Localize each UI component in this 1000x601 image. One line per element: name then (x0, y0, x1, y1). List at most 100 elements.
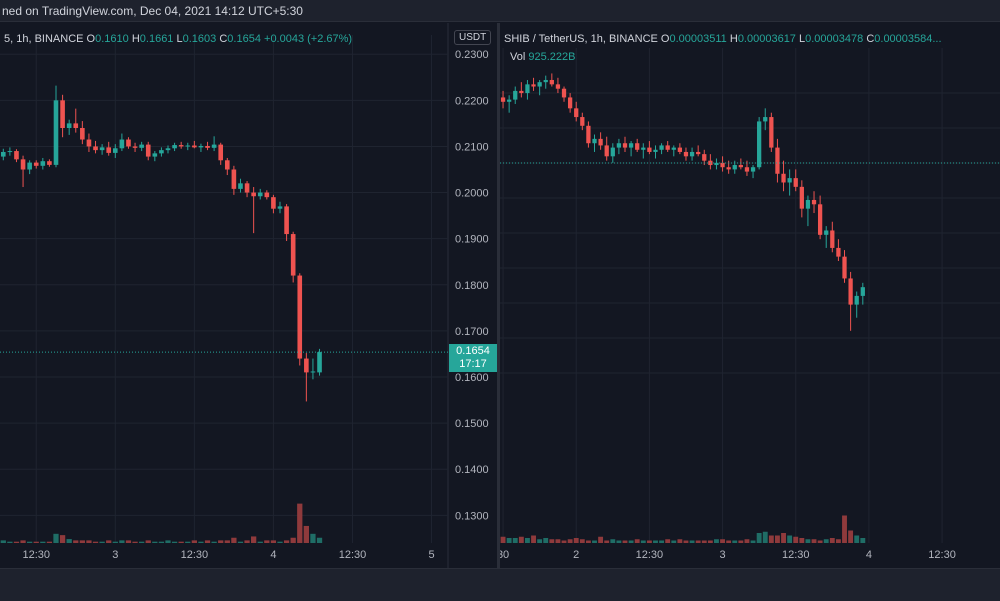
candle-body (696, 151, 701, 155)
volume-bar (598, 536, 604, 543)
candle-body (106, 147, 112, 153)
y-tick-label: 0.1600 (455, 372, 489, 384)
y-tick-label: 0.2200 (455, 95, 489, 107)
right-legend-low: 0.00003478 (805, 33, 864, 45)
candle-body (677, 147, 683, 152)
volume-bar (610, 539, 616, 543)
left-legend-close: 0.1654 (227, 33, 261, 45)
candle-body (860, 287, 865, 296)
candle-body (112, 148, 118, 153)
candle-body (297, 275, 303, 359)
x-tick-label: 5 (428, 549, 434, 561)
candle-body (126, 139, 131, 147)
volume-bar (720, 539, 725, 543)
volume-bar (756, 533, 762, 543)
candle-body (763, 117, 768, 122)
candle-body (555, 84, 561, 89)
candle-body (159, 150, 164, 154)
candle-body (659, 145, 664, 150)
candle-body (567, 97, 573, 109)
volume-bar (811, 539, 817, 543)
volume-bar (793, 536, 799, 543)
candle-body (14, 151, 19, 160)
volume-bar (152, 541, 158, 543)
bar-countdown: 17:17 (459, 358, 487, 371)
candle-body (290, 234, 296, 276)
left-legend-prefix: 5, 1h, BINANCE (4, 33, 84, 45)
left-chart-pane[interactable]: 0.1300 0.1400 0.1500 0.1600 0.1700 0.1800 0.19… (0, 23, 497, 568)
volume-bar (59, 535, 66, 543)
volume-bar (185, 541, 191, 543)
candle-body (0, 151, 6, 157)
x-tick-label: 12:30 (782, 549, 810, 561)
right-legend-h-label: H (729, 33, 738, 45)
volume-bar (695, 540, 701, 543)
volume-bar (659, 540, 665, 543)
volume-bar (0, 540, 6, 543)
candle-body (543, 79, 548, 83)
candle-body (231, 169, 237, 189)
candle-body (192, 145, 197, 148)
candle-body (787, 178, 792, 183)
volume-bar (158, 541, 165, 543)
candle-body (799, 186, 804, 209)
left-legend-low: 0.1603 (182, 33, 217, 45)
candle-body (47, 161, 52, 165)
candle-body (317, 352, 322, 373)
volume-bar (854, 535, 860, 543)
header-text: ned on TradingView.com, Dec 04, 2021 14:… (2, 4, 303, 18)
volume-bar (112, 541, 118, 543)
volume-bar (531, 535, 536, 543)
candle-body (775, 147, 780, 174)
candle-body (152, 153, 158, 157)
candle-body (7, 151, 13, 153)
right-chart-pane[interactable]: 30 2 12:30 3 12:30 4 12:30 SHIB / TetherUS, 1h… (500, 23, 1000, 568)
left-chart-svg[interactable]: 0.1300 0.1400 0.1500 0.1600 0.1700 0.1800 0.19… (0, 23, 497, 568)
volume-bar (125, 540, 132, 543)
candle-body (830, 230, 835, 248)
volume-bar (13, 541, 20, 543)
volume-bar (823, 539, 829, 543)
volume-bar (139, 541, 145, 543)
right-legend: SHIB / TetherUS, 1h, BINANCE O0.00003511… (504, 33, 942, 45)
volume-bar (277, 541, 283, 543)
volume-bar (616, 540, 622, 543)
last-price-tag: 0.1654 17:17 (449, 344, 497, 373)
currency-unit-badge[interactable]: USDT (454, 30, 492, 45)
volume-bar (799, 538, 805, 543)
y-tick-label: 0.1500 (455, 418, 489, 430)
volume-bar (677, 539, 683, 543)
volume-bar (237, 541, 244, 543)
volume-bar (303, 525, 309, 543)
candle-body (750, 167, 756, 172)
volume-bar (27, 541, 33, 543)
volume-bar (218, 540, 224, 543)
x-tick-label: 12:30 (339, 549, 367, 561)
volume-bar (224, 540, 230, 543)
volume-bar (79, 540, 85, 543)
candle-body (604, 145, 609, 157)
candle-body (500, 97, 506, 102)
candle-body (513, 90, 518, 100)
right-legend-prefix: SHIB / TetherUS, 1h, BINANCE (504, 33, 658, 45)
right-chart-svg[interactable]: 30 2 12:30 3 12:30 4 12:30 (500, 23, 1000, 568)
right-legend-close: 0.00003584... (874, 33, 942, 45)
x-tick-label: 4 (866, 549, 872, 561)
volume-bar (549, 539, 555, 543)
candle-body (793, 178, 798, 187)
candle-body (99, 147, 105, 151)
volume-bar (646, 540, 652, 543)
volume-bar (20, 540, 26, 543)
volume-bar (283, 540, 290, 543)
volume-bar (33, 541, 39, 543)
pane-divider[interactable] (497, 23, 500, 568)
volume-bar (665, 539, 671, 543)
candle-body (238, 183, 243, 189)
volume-bar (506, 538, 512, 543)
volume-bar (726, 540, 732, 543)
candle-body (86, 139, 92, 147)
volume-value: 925.222B (528, 51, 576, 63)
candle-body (635, 143, 640, 150)
volume-bar (817, 540, 823, 543)
volume-bar (53, 533, 59, 543)
